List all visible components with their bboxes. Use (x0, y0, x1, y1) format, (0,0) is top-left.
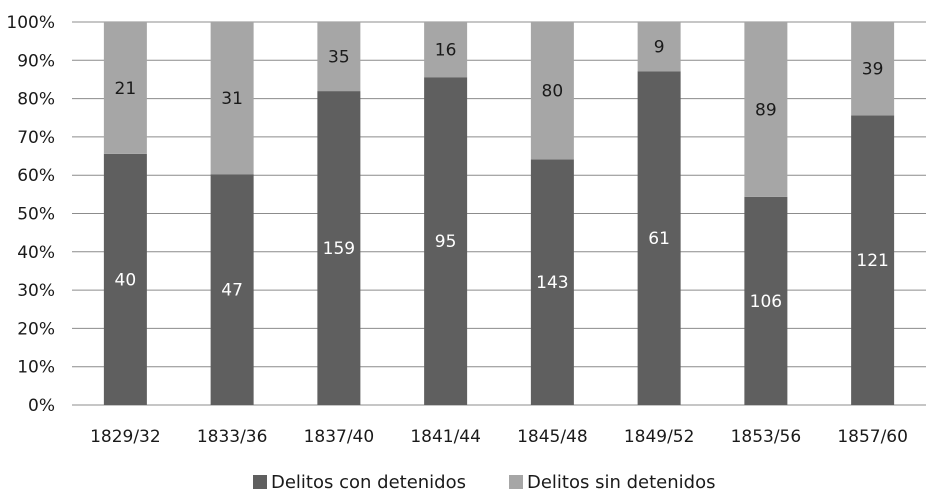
data-label-con-detenidos: 40 (115, 270, 137, 290)
y-tick-label: 20% (17, 319, 55, 339)
y-tick-label: 90% (17, 51, 55, 71)
bars (103, 22, 895, 406)
data-label-con-detenidos: 106 (750, 292, 782, 312)
data-label-con-detenidos: 159 (323, 239, 355, 259)
x-tick-label: 1857/60 (837, 427, 908, 447)
y-tick-label: 30% (17, 281, 55, 301)
y-tick-label: 10% (17, 358, 55, 378)
gridlines (72, 21, 926, 406)
bar-sin-detenidos (210, 22, 254, 175)
data-label-sin-detenidos: 89 (755, 100, 777, 120)
bar-sin-detenidos (103, 22, 147, 154)
data-label-con-detenidos: 121 (856, 251, 888, 271)
legend-label-con-detenidos: Delitos con detenidos (271, 472, 466, 493)
bar-sin-detenidos (530, 22, 574, 160)
data-label-con-detenidos: 47 (221, 281, 243, 301)
y-tick-label: 0% (28, 396, 55, 416)
bar-con-detenidos (637, 71, 681, 405)
bar-con-detenidos (210, 174, 254, 405)
data-labels: 40 21 47 31 159 35 95 16 143 80 61 9 106 89 121 39 (115, 38, 889, 312)
data-label-con-detenidos: 143 (536, 273, 568, 293)
x-tick-label: 1845/48 (517, 427, 588, 447)
bar-con-detenidos (424, 77, 468, 405)
y-tick-label: 80% (17, 90, 55, 110)
data-label-con-detenidos: 61 (648, 229, 670, 249)
bar-con-detenidos (530, 159, 574, 405)
x-tick-label: 1837/40 (304, 427, 375, 447)
y-tick-label: 50% (17, 205, 55, 225)
bar-sin-detenidos (851, 22, 895, 116)
bar-sin-detenidos (637, 22, 681, 72)
y-tick-label: 60% (17, 166, 55, 186)
bar-con-detenidos (103, 153, 147, 405)
bar-sin-detenidos (744, 22, 788, 197)
x-axis-ticks: 1829/32 1833/36 1837/40 1841/44 1845/48 1849/… (90, 427, 908, 447)
bar-con-detenidos (851, 115, 895, 405)
y-axis-ticks: 0% 10% 20% 30% 40% 50% 60% 70% 80% 90% 100% (6, 13, 55, 416)
legend-label-sin-detenidos: Delitos sin detenidos (527, 472, 715, 493)
data-label-con-detenidos: 95 (435, 232, 457, 252)
y-tick-label: 100% (6, 13, 55, 33)
x-tick-label: 1829/32 (90, 427, 161, 447)
legend-swatch-sin-detenidos (509, 475, 523, 489)
y-tick-label: 70% (17, 128, 55, 148)
y-tick-label: 40% (17, 243, 55, 263)
legend: Delitos con detenidos Delitos sin deteni… (253, 472, 715, 493)
bar-con-detenidos (744, 196, 788, 405)
legend-swatch-con-detenidos (253, 475, 267, 489)
x-tick-label: 1833/36 (197, 427, 268, 447)
bar-sin-detenidos (424, 22, 468, 78)
data-label-sin-detenidos: 21 (115, 79, 137, 99)
bar-sin-detenidos (317, 22, 361, 92)
x-tick-label: 1841/44 (410, 427, 481, 447)
data-label-sin-detenidos: 9 (654, 38, 665, 58)
data-label-sin-detenidos: 39 (862, 60, 884, 80)
data-label-sin-detenidos: 16 (435, 41, 457, 61)
x-tick-label: 1849/52 (624, 427, 695, 447)
data-label-sin-detenidos: 80 (542, 82, 564, 102)
x-tick-label: 1853/56 (731, 427, 802, 447)
bar-con-detenidos (317, 91, 361, 406)
data-label-sin-detenidos: 31 (221, 89, 243, 109)
data-label-sin-detenidos: 35 (328, 48, 350, 68)
